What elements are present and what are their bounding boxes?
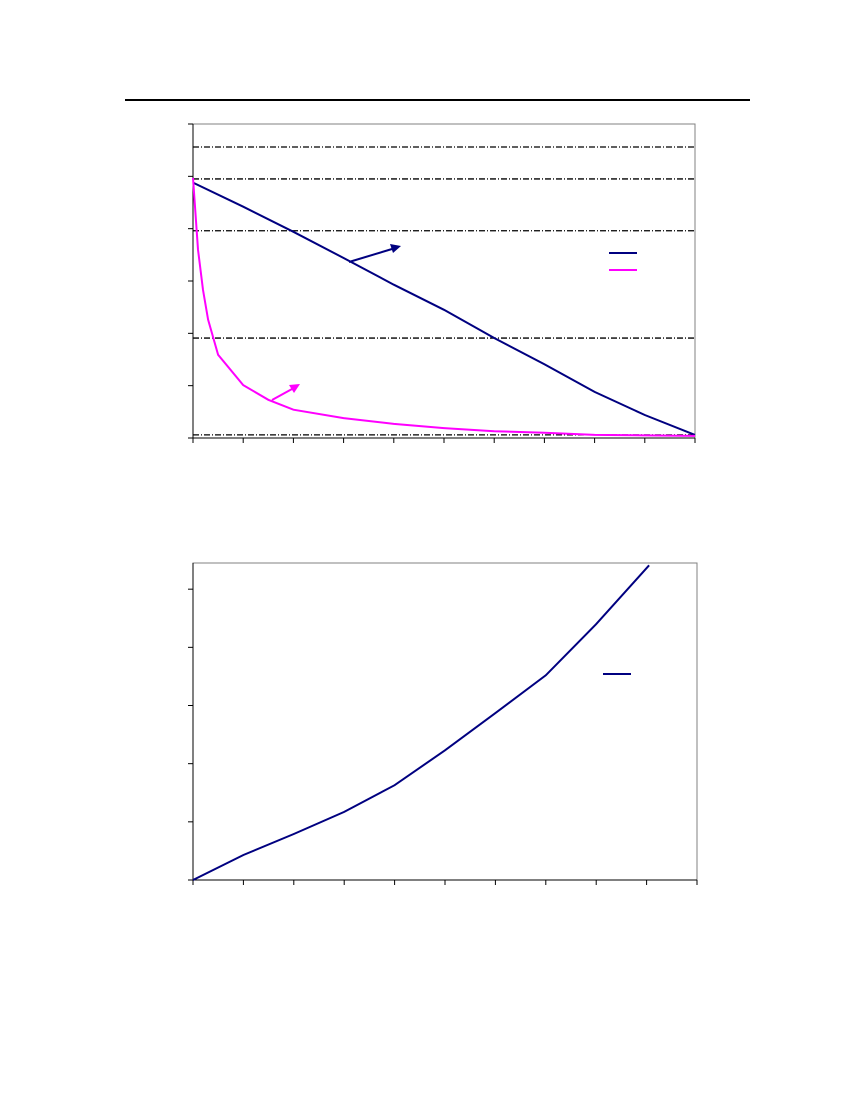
- plot-frame: [192, 123, 696, 439]
- series-line: [192, 177, 696, 437]
- series-line: [192, 564, 650, 881]
- arrow-annotation: [348, 244, 401, 263]
- series-line: [192, 181, 696, 436]
- plot-frame: [192, 562, 698, 881]
- arrow-annotation: [271, 384, 300, 401]
